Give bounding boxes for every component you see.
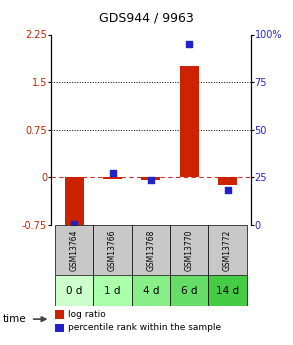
Bar	[103, 177, 122, 179]
Bar	[55, 324, 64, 332]
Text: log ratio: log ratio	[68, 310, 106, 319]
Point	[187, 41, 192, 47]
Text: GSM13764: GSM13764	[70, 229, 79, 271]
Point	[225, 188, 230, 193]
Bar	[93, 225, 132, 275]
Bar	[208, 225, 247, 275]
Point	[110, 170, 115, 176]
Text: 1 d: 1 d	[104, 286, 121, 296]
Text: GDS944 / 9963: GDS944 / 9963	[99, 11, 194, 24]
Bar	[208, 275, 247, 306]
Bar	[55, 310, 64, 319]
Bar	[218, 177, 237, 185]
Point	[149, 177, 153, 183]
Text: 0 d: 0 d	[66, 286, 82, 296]
Text: GSM13770: GSM13770	[185, 229, 194, 271]
Bar	[180, 66, 199, 177]
Bar	[132, 275, 170, 306]
Text: 4 d: 4 d	[143, 286, 159, 296]
Text: GSM13772: GSM13772	[223, 229, 232, 270]
Text: time: time	[3, 314, 27, 324]
Bar	[55, 225, 93, 275]
Bar	[170, 275, 208, 306]
Bar	[132, 225, 170, 275]
Text: 6 d: 6 d	[181, 286, 197, 296]
Bar	[141, 177, 161, 180]
Bar	[55, 275, 93, 306]
Bar	[93, 275, 132, 306]
Text: 14 d: 14 d	[216, 286, 239, 296]
Text: GSM13768: GSM13768	[146, 229, 155, 270]
Bar	[65, 177, 84, 229]
Bar	[170, 225, 208, 275]
Point	[72, 221, 76, 227]
Text: percentile rank within the sample: percentile rank within the sample	[68, 323, 221, 332]
Text: GSM13766: GSM13766	[108, 229, 117, 271]
